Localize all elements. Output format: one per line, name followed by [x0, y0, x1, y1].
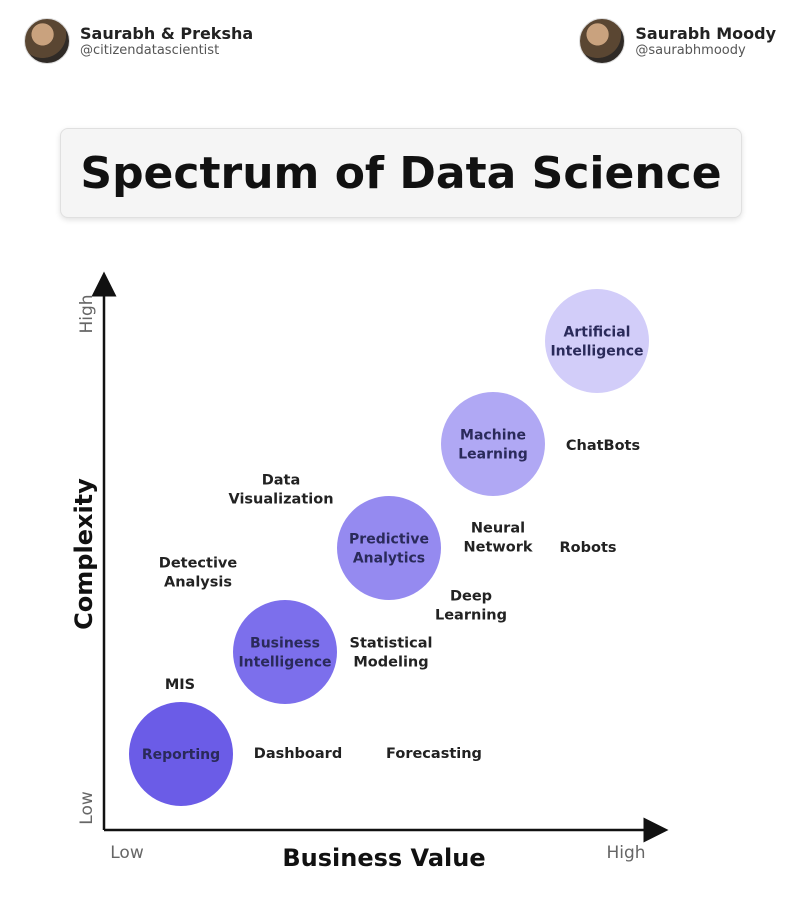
- bubble: [233, 600, 337, 704]
- spectrum-item-label: Data Visualization: [228, 473, 333, 508]
- page-title: Spectrum of Data Science: [80, 147, 722, 199]
- author-left: Saurabh & Preksha @citizendatascientist: [24, 18, 253, 64]
- bubble-label: Artificial Intelligence: [550, 325, 643, 360]
- avatar: [24, 18, 70, 64]
- items-layer: MIS Dashboard Forecasting Detective Analysis…: [159, 438, 640, 762]
- avatar: [579, 18, 626, 64]
- spectrum-item-label: Dashboard: [254, 746, 342, 762]
- author-handle: @saurabhmoody: [635, 42, 746, 58]
- x-axis-high-label: High: [606, 843, 645, 863]
- title-box: Spectrum of Data Science: [60, 128, 742, 218]
- bubble: [129, 702, 233, 806]
- author-handle: @citizendatascientist: [80, 42, 220, 58]
- bubble: [545, 289, 649, 393]
- spectrum-item-label: ChatBots: [566, 438, 640, 454]
- author-right: Saurabh Moody @saurabhmoody: [579, 18, 776, 64]
- author-name: Saurabh & Preksha: [80, 23, 254, 43]
- y-axis-title: Complexity: [70, 478, 98, 630]
- bubbles-layer: Reporting Business Intelligence Predictive A…: [129, 289, 649, 806]
- spectrum-item-label: Statistical Modeling: [350, 636, 433, 671]
- spectrum-item-label: Deep Learning: [435, 589, 507, 624]
- bubble-label: Machine Learning: [458, 428, 528, 463]
- spectrum-item-label: MIS: [165, 677, 195, 693]
- x-axis-low-label: Low: [110, 843, 144, 863]
- author-name: Saurabh Moody: [635, 23, 776, 43]
- bubble: [337, 496, 441, 600]
- y-axis-high-label: High: [77, 294, 97, 333]
- bubble-label: Business Intelligence: [238, 636, 331, 671]
- y-axis-low-label: Low: [77, 791, 97, 825]
- bubble-label: Predictive Analytics: [349, 532, 429, 567]
- bubble-label: Reporting: [142, 747, 220, 763]
- bubble: [441, 392, 545, 496]
- spectrum-item-label: Forecasting: [386, 746, 482, 762]
- spectrum-item-label: Robots: [559, 540, 616, 556]
- spectrum-item-label: Neural Network: [463, 521, 532, 556]
- x-axis-title: Business Value: [282, 844, 485, 872]
- spectrum-item-label: Detective Analysis: [159, 556, 238, 591]
